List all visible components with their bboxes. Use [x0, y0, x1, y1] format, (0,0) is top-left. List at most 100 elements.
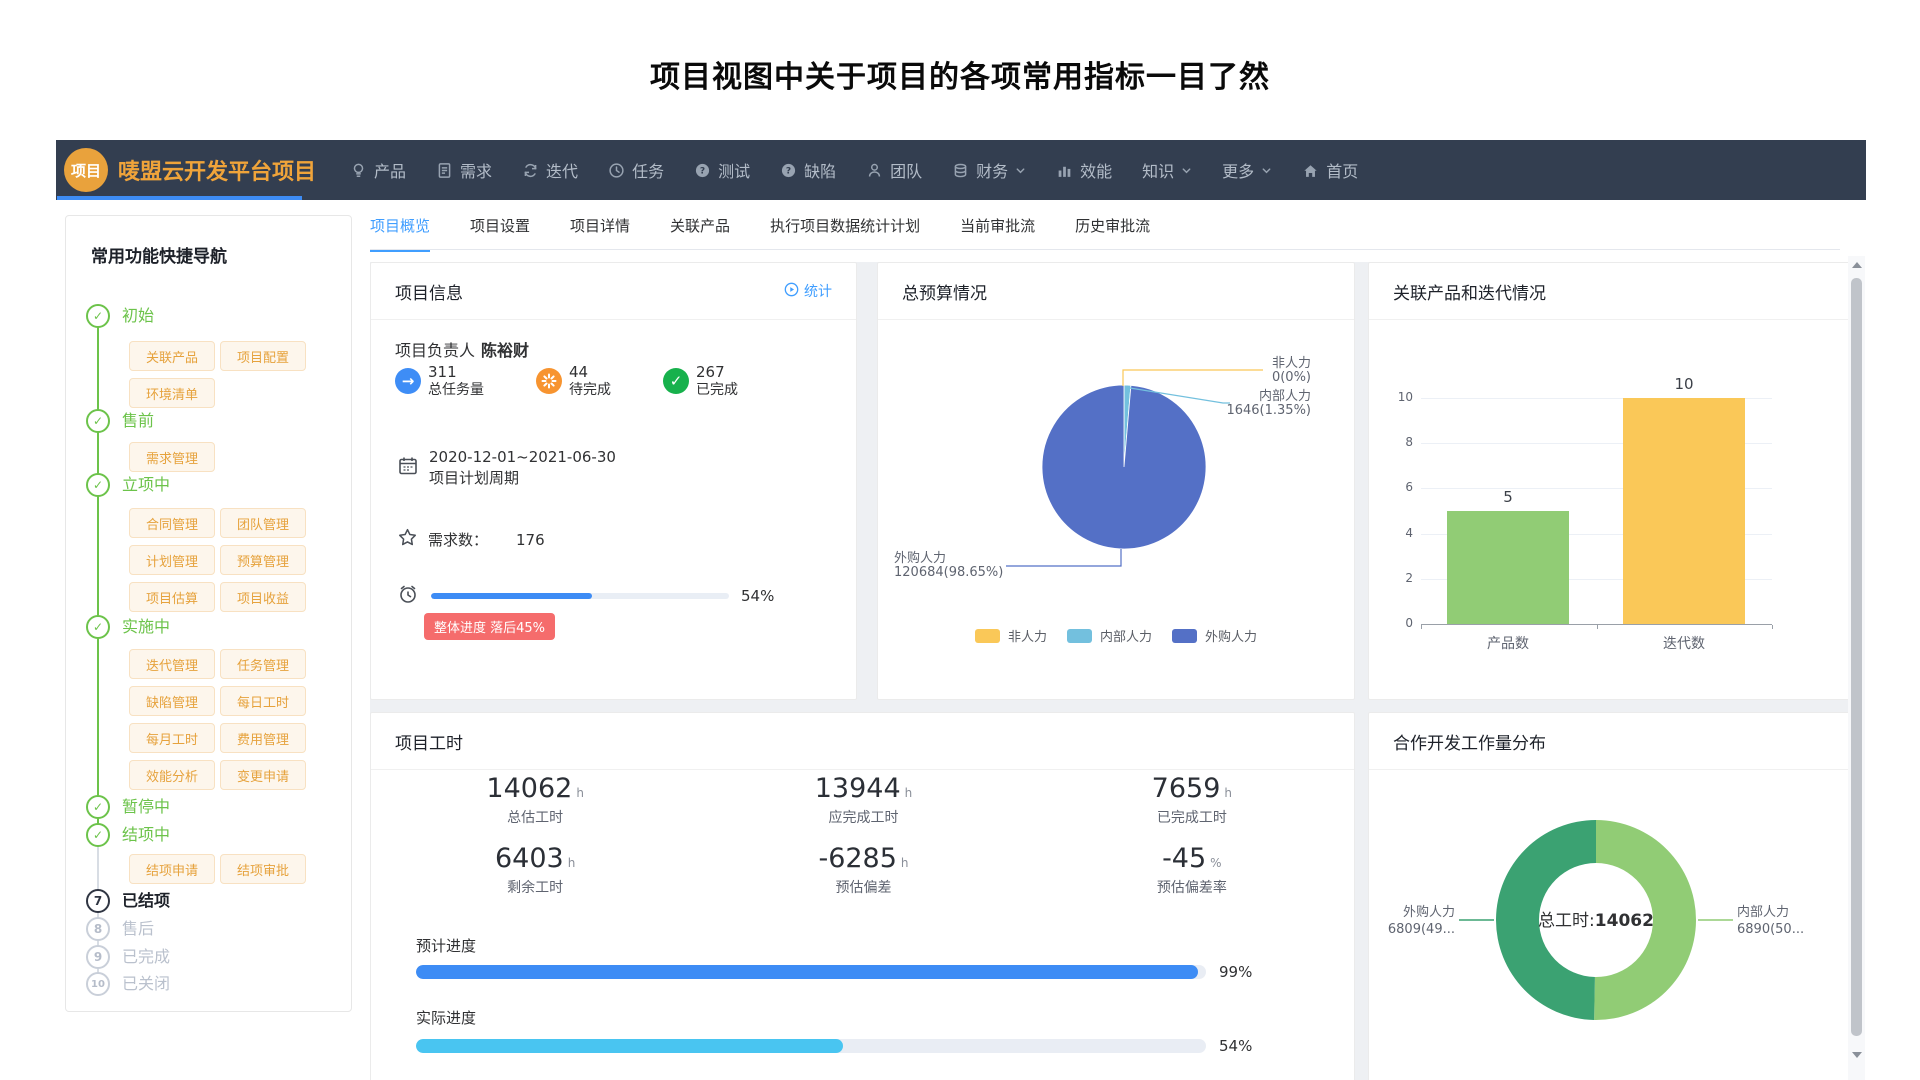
nav-item-label: 更多 — [1222, 162, 1255, 181]
nav-item-product[interactable]: 产品 — [350, 158, 406, 182]
quick-button[interactable]: 结项申请 — [129, 854, 215, 884]
nav-item-label: 缺陷 — [804, 162, 837, 181]
x-axis-tick — [1596, 625, 1598, 629]
hours-stat: 13944 h 应完成工时 — [699, 773, 1027, 827]
scroll-up-arrow[interactable] — [1852, 262, 1862, 268]
quick-button[interactable]: 任务管理 — [220, 649, 306, 679]
step-label-implement: 实施中 — [122, 617, 171, 636]
donut-label-waigou: 6809(49... — [1388, 922, 1455, 937]
legend-item-内部人力[interactable]: 内部人力 — [1066, 626, 1152, 645]
nav-item-finance[interactable]: 财务 — [952, 158, 1026, 182]
nav-item-knowledge[interactable]: 知识 — [1142, 158, 1192, 182]
period-row: 2020-12-01~2021-06-30 项目计划周期 — [397, 447, 616, 489]
step-circle-approval: ✓ — [86, 473, 110, 497]
stats-link[interactable]: 统计 — [784, 281, 832, 301]
clock-icon — [608, 162, 625, 179]
scrollbar-thumb[interactable] — [1851, 278, 1862, 1036]
task-stat-value: 44 — [569, 363, 589, 381]
nav-item-requirement[interactable]: 需求 — [436, 158, 492, 182]
x-axis-line — [1421, 624, 1772, 625]
hours-stat: 14062 h 总估工时 — [371, 773, 699, 827]
alarm-clock-icon — [397, 583, 419, 609]
task-stat: → 311 总任务量 — [395, 363, 484, 399]
tab-details[interactable]: 项目详情 — [570, 217, 631, 235]
quick-button[interactable]: 关联产品 — [129, 341, 215, 371]
quick-button[interactable]: 每日工时 — [220, 686, 306, 716]
check-circle-icon: ✓ — [663, 368, 689, 394]
nav-item-test[interactable]: ? 测试 — [694, 158, 750, 182]
quick-button[interactable]: 合同管理 — [129, 508, 215, 538]
pie-label-feirenli: 非人力 — [1272, 356, 1311, 371]
bar-value-label: 10 — [1674, 375, 1694, 393]
vertical-scrollbar[interactable] — [1848, 256, 1865, 1080]
owner-label: 项目负责人 — [395, 341, 476, 360]
coop-workload-card: 合作开发工作量分布 总工时:14062 外购人力 6809(49... 内部人力 689… — [1368, 712, 1850, 1080]
pie-label-feirenli: 0(0%) — [1272, 370, 1311, 385]
x-axis-tick — [1772, 625, 1773, 629]
tab-current-approval[interactable]: 当前审批流 — [960, 217, 1036, 235]
legend-item-外购人力[interactable]: 外购人力 — [1172, 626, 1257, 645]
legend-item-非人力[interactable]: 非人力 — [974, 626, 1047, 645]
tab-related-products[interactable]: 关联产品 — [670, 217, 731, 235]
quick-button[interactable]: 团队管理 — [220, 508, 306, 538]
nav-item-defect[interactable]: ? 缺陷 — [780, 158, 836, 182]
hours-stat: -6285 h 预估偏差 — [699, 843, 1027, 897]
y-tick-label: 2 — [1405, 570, 1413, 585]
hours-stat-label: 应完成工时 — [828, 810, 899, 826]
quick-button[interactable]: 费用管理 — [220, 723, 306, 753]
quick-button[interactable]: 效能分析 — [129, 760, 215, 790]
quick-button[interactable]: 缺陷管理 — [129, 686, 215, 716]
tab-overview[interactable]: 项目概览 — [370, 215, 431, 252]
nav-item-team[interactable]: 团队 — [866, 158, 922, 182]
pie-label-neiburenli: 内部人力 — [1259, 388, 1311, 404]
quick-button[interactable]: 需求管理 — [129, 442, 215, 472]
owner-row: 项目负责人 陈裕财 — [395, 337, 529, 361]
step-circle-init: ✓ — [86, 304, 110, 328]
timeline-line-done — [97, 316, 99, 835]
quick-button[interactable]: 预算管理 — [220, 545, 306, 575]
quick-button[interactable]: 项目收益 — [220, 582, 306, 612]
scroll-down-arrow[interactable] — [1852, 1052, 1862, 1058]
hours-stat-label: 总估工时 — [507, 810, 564, 826]
progress-label-actual: 实际进度 — [416, 1009, 477, 1027]
hours-stat-value: -45 — [1162, 843, 1207, 874]
nav-item-iteration[interactable]: 迭代 — [522, 158, 578, 182]
progress-warning-badge: 整体进度 落后45% — [424, 613, 556, 640]
quick-button[interactable]: 项目估算 — [129, 582, 215, 612]
hours-stat-value: 14062 — [486, 773, 573, 804]
legend-swatch — [974, 628, 1000, 643]
quick-button[interactable]: 项目配置 — [220, 341, 306, 371]
hours-stat-value: -6285 — [818, 843, 897, 874]
quick-button[interactable]: 结项审批 — [220, 854, 306, 884]
donut-label-waigou: 外购人力 — [1403, 904, 1455, 920]
overall-progress-bar — [431, 593, 729, 599]
nav-item-label: 首页 — [1326, 162, 1359, 181]
period-label: 项目计划周期 — [429, 469, 520, 487]
nav-item-label: 需求 — [460, 162, 493, 181]
quick-button[interactable]: 迭代管理 — [129, 649, 215, 679]
req-value: 176 — [516, 530, 545, 549]
nav-item-task[interactable]: 任务 — [608, 158, 664, 182]
tab-settings[interactable]: 项目设置 — [470, 217, 531, 235]
quick-button[interactable]: 计划管理 — [129, 545, 215, 575]
bulb-icon — [350, 162, 367, 179]
quick-button[interactable]: 环境清单 — [129, 378, 215, 408]
nav-item-efficiency[interactable]: 效能 — [1056, 158, 1112, 182]
chevron-down-icon — [1181, 165, 1192, 176]
quick-button[interactable]: 每月工时 — [129, 723, 215, 753]
nav-item-more[interactable]: 更多 — [1222, 158, 1272, 182]
nav-item-label: 团队 — [890, 162, 923, 181]
tab-data-stats-plan[interactable]: 执行项目数据统计计划 — [770, 217, 921, 235]
progress-label-planned: 预计进度 — [416, 937, 477, 955]
nav-items: 产品 需求 迭代 任务 ? 测试 ? 缺陷 团队 财务 效能 知识 更多 首页 — [350, 158, 1358, 182]
legend-label: 内部人力 — [1099, 630, 1152, 645]
quick-button[interactable]: 变更申请 — [220, 760, 306, 790]
step-circle-closed: 7 — [86, 889, 110, 913]
task-stat-value: 311 — [428, 363, 457, 381]
gridline — [1421, 443, 1772, 445]
navbar-active-underline — [57, 196, 302, 200]
tab-history-approval[interactable]: 历史审批流 — [1075, 217, 1151, 235]
nav-item-home[interactable]: 首页 — [1302, 158, 1358, 182]
period-value: 2020-12-01~2021-06-30 — [429, 448, 616, 466]
